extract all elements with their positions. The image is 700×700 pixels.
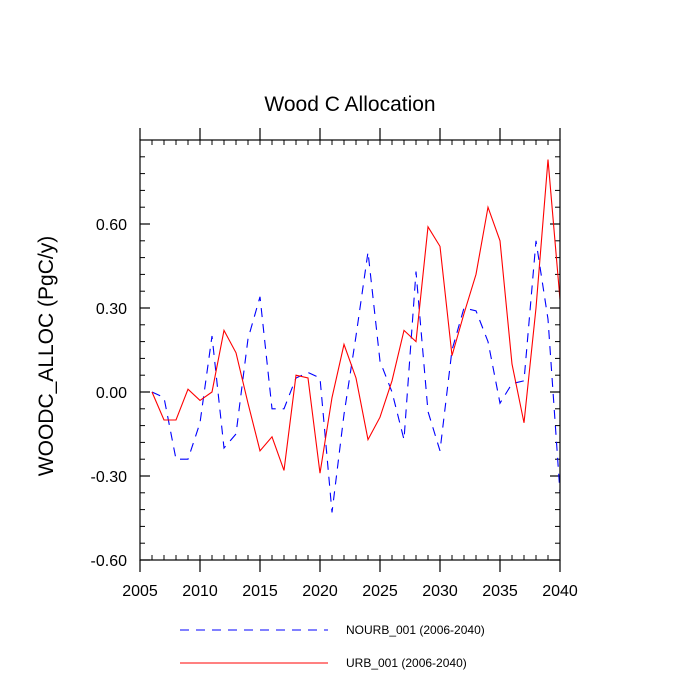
x-tick-label: 2020 [302, 583, 338, 600]
x-tick-label: 2035 [482, 583, 518, 600]
series-line-urb-001 [151, 159, 560, 474]
series-line-nourb-001 [151, 240, 560, 513]
y-tick-label: 0.60 [96, 217, 127, 234]
series-lines [151, 159, 560, 513]
axis-ticks: 2005 2010 2015 2020 2025 2030 2035 2040 -0.60 -0.… [91, 128, 578, 600]
plot-frame [139, 139, 561, 561]
y-tick-label: -0.60 [91, 553, 128, 570]
x-tick-label: 2040 [542, 583, 578, 600]
x-tick-label: 2030 [422, 583, 458, 600]
x-tick-label: 2015 [242, 583, 278, 600]
y-tick-label: -0.30 [91, 469, 128, 486]
x-tick-label: 2010 [182, 583, 218, 600]
legend-label-urb: URB_001 (2006-2040) [346, 656, 467, 670]
legend: NOURB_001 (2006-2040) URB_001 (2006-2040… [180, 623, 485, 670]
y-axis-title: WOODC_ALLOC (PgC/y) [35, 236, 58, 476]
chart-title: Wood C Allocation [264, 93, 435, 116]
x-tick-label: 2005 [122, 583, 158, 600]
legend-label-nourb: NOURB_001 (2006-2040) [346, 623, 485, 637]
y-tick-label: 0.30 [96, 301, 127, 318]
x-tick-label: 2025 [362, 583, 398, 600]
y-tick-label: 0.00 [96, 385, 127, 402]
